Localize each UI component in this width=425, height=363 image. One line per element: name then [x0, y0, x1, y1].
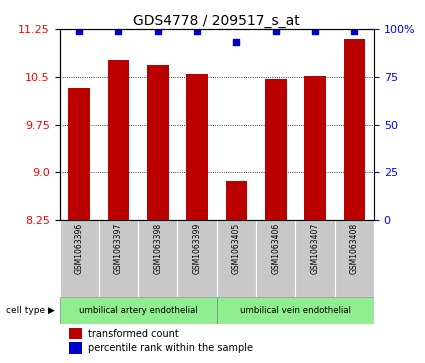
Bar: [217, 297, 374, 324]
Bar: [295, 220, 335, 297]
Bar: [304, 76, 326, 220]
Bar: [186, 74, 208, 220]
Bar: [335, 220, 374, 297]
Bar: [99, 220, 138, 297]
Bar: [343, 38, 365, 220]
Bar: [60, 297, 217, 324]
Bar: [69, 327, 82, 339]
Text: transformed count: transformed count: [88, 329, 178, 339]
Bar: [217, 220, 256, 297]
Point: [115, 28, 122, 34]
Point: [312, 28, 318, 34]
Text: GSM1063407: GSM1063407: [311, 223, 320, 274]
Text: GSM1063397: GSM1063397: [114, 223, 123, 274]
Text: umbilical artery endothelial: umbilical artery endothelial: [79, 306, 198, 315]
Point: [351, 28, 358, 34]
Text: GSM1063396: GSM1063396: [75, 223, 84, 274]
Point: [76, 28, 82, 34]
Bar: [226, 181, 247, 220]
Bar: [138, 220, 178, 297]
Bar: [265, 79, 286, 220]
Title: GDS4778 / 209517_s_at: GDS4778 / 209517_s_at: [133, 14, 300, 28]
Bar: [108, 60, 129, 220]
Text: cell type ▶: cell type ▶: [6, 306, 55, 315]
Point: [154, 28, 161, 34]
Text: umbilical vein endothelial: umbilical vein endothelial: [240, 306, 351, 315]
Bar: [69, 342, 82, 354]
Point: [233, 40, 240, 45]
Bar: [60, 220, 99, 297]
Bar: [178, 220, 217, 297]
Point: [272, 28, 279, 34]
Text: GSM1063406: GSM1063406: [271, 223, 280, 274]
Text: GSM1063408: GSM1063408: [350, 223, 359, 274]
Text: GSM1063405: GSM1063405: [232, 223, 241, 274]
Bar: [256, 220, 295, 297]
Text: GSM1063399: GSM1063399: [193, 223, 201, 274]
Bar: [68, 88, 90, 220]
Bar: [147, 65, 169, 220]
Text: GSM1063398: GSM1063398: [153, 223, 162, 274]
Text: percentile rank within the sample: percentile rank within the sample: [88, 343, 253, 353]
Point: [194, 28, 201, 34]
